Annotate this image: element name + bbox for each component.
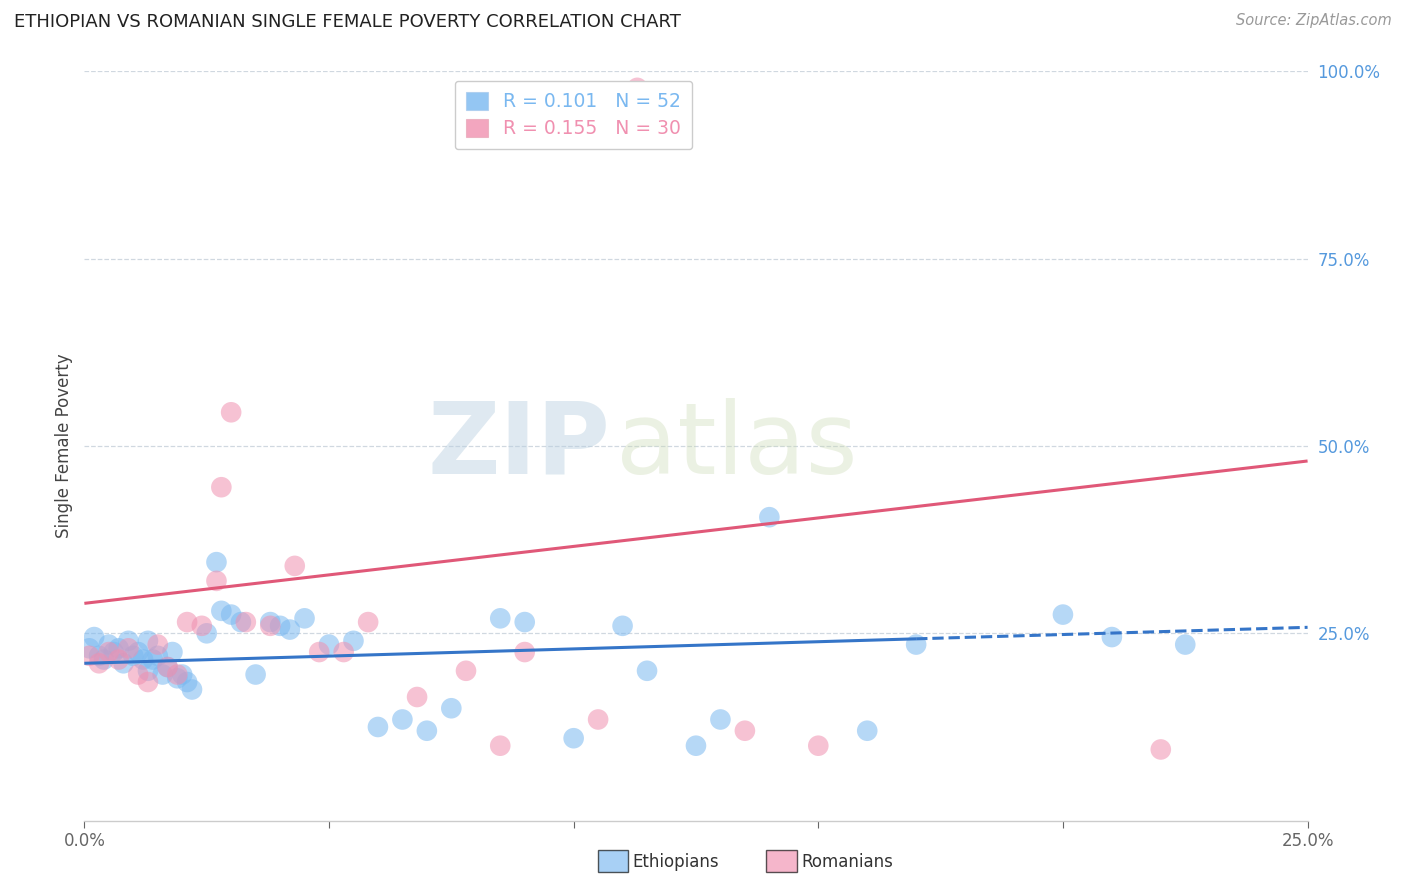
Point <box>97 645 120 659</box>
Point <box>122 648 145 663</box>
Text: Ethiopians: Ethiopians <box>633 853 720 871</box>
Point <box>136 675 159 690</box>
Text: Source: ZipAtlas.com: Source: ZipAtlas.com <box>1236 13 1392 29</box>
Point <box>636 664 658 678</box>
Point <box>367 720 389 734</box>
Point <box>219 405 242 419</box>
Point <box>112 657 135 671</box>
Point <box>146 638 169 652</box>
Point <box>245 667 267 681</box>
Point <box>181 682 204 697</box>
Point <box>440 701 463 715</box>
Point <box>406 690 429 704</box>
Point <box>513 615 536 629</box>
Y-axis label: Single Female Poverty: Single Female Poverty <box>55 354 73 538</box>
Point <box>269 619 291 633</box>
Point <box>195 626 218 640</box>
Point <box>734 723 756 738</box>
Point <box>127 645 149 659</box>
Point <box>626 80 648 95</box>
Point <box>332 645 354 659</box>
Point <box>83 630 105 644</box>
Point <box>136 664 159 678</box>
Point <box>278 623 301 637</box>
Point <box>259 619 281 633</box>
Point <box>513 645 536 659</box>
Point <box>489 611 512 625</box>
Point <box>586 713 609 727</box>
Text: Romanians: Romanians <box>801 853 893 871</box>
Point <box>308 645 330 659</box>
Point <box>1052 607 1074 622</box>
Point <box>1174 638 1197 652</box>
Point <box>77 641 100 656</box>
Point <box>562 731 585 746</box>
Point <box>205 555 228 569</box>
Point <box>127 667 149 681</box>
Point <box>205 574 228 588</box>
Point <box>162 645 184 659</box>
Point <box>856 723 879 738</box>
Point <box>172 667 194 681</box>
Point <box>209 604 232 618</box>
Point <box>156 660 179 674</box>
Text: ETHIOPIAN VS ROMANIAN SINGLE FEMALE POVERTY CORRELATION CHART: ETHIOPIAN VS ROMANIAN SINGLE FEMALE POVE… <box>14 13 681 31</box>
Point <box>136 633 159 648</box>
Point <box>229 615 252 629</box>
Point <box>142 652 165 666</box>
Point <box>97 638 120 652</box>
Point <box>294 611 316 625</box>
Point <box>117 633 139 648</box>
Point <box>77 648 100 663</box>
Point <box>284 558 307 573</box>
Point <box>176 615 198 629</box>
Point <box>219 607 242 622</box>
Point <box>391 713 413 727</box>
Point <box>166 671 188 685</box>
Point <box>87 657 110 671</box>
Text: atlas: atlas <box>616 398 858 494</box>
Point <box>117 641 139 656</box>
Point <box>146 648 169 663</box>
Text: ZIP: ZIP <box>427 398 610 494</box>
Point <box>152 667 174 681</box>
Point <box>235 615 257 629</box>
Point <box>93 652 115 666</box>
Point <box>612 619 634 633</box>
Point <box>357 615 380 629</box>
Point <box>107 641 129 656</box>
Point <box>1150 742 1173 756</box>
Point <box>758 510 780 524</box>
Point <box>416 723 439 738</box>
Point <box>87 648 110 663</box>
Point <box>103 645 125 659</box>
Point <box>259 615 281 629</box>
Point <box>166 667 188 681</box>
Point <box>709 713 731 727</box>
Point <box>905 638 928 652</box>
Point <box>342 633 364 648</box>
Point <box>191 619 214 633</box>
Point <box>685 739 707 753</box>
Point <box>156 660 179 674</box>
Point <box>454 664 477 678</box>
Point <box>489 739 512 753</box>
Point <box>318 638 340 652</box>
Point <box>107 652 129 666</box>
Legend: R = 0.101   N = 52, R = 0.155   N = 30: R = 0.101 N = 52, R = 0.155 N = 30 <box>454 81 693 150</box>
Point <box>209 480 232 494</box>
Point <box>807 739 830 753</box>
Point <box>176 675 198 690</box>
Point <box>132 652 155 666</box>
Point <box>1101 630 1123 644</box>
